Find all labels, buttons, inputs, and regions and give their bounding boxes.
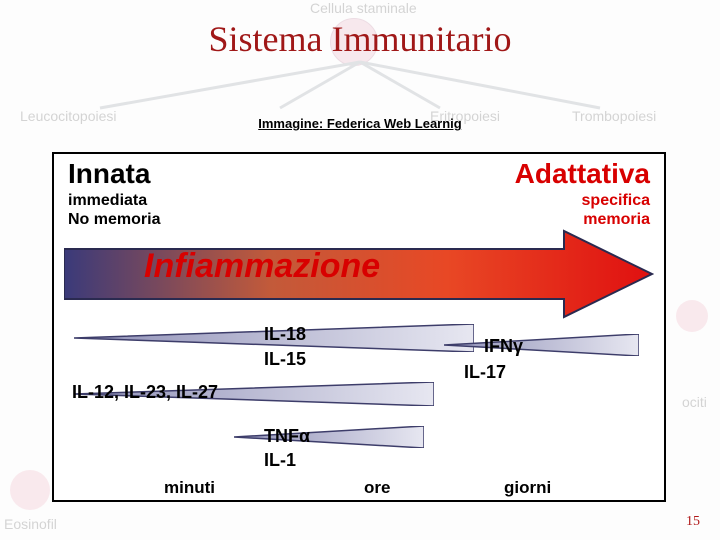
- cyto-il17: IL-17: [464, 362, 506, 383]
- adaptive-sub1: specifica: [582, 192, 650, 210]
- inflammation-label: Infiammazione: [144, 247, 380, 286]
- innate-sub2: No memoria: [68, 211, 160, 229]
- cyto-ifng: IFNγ: [484, 336, 523, 357]
- cyto-il15: IL-15: [264, 349, 306, 370]
- time-minuti: minuti: [164, 478, 215, 498]
- wedge-4: [234, 426, 424, 448]
- immune-diagram: Innata immediata No memoria Adattativa s…: [52, 152, 666, 502]
- innate-title: Innata: [68, 158, 150, 190]
- adaptive-title: Adattativa: [515, 158, 650, 190]
- cyto-il18: IL-18: [264, 324, 306, 345]
- page-number: 15: [686, 514, 700, 530]
- time-ore: ore: [364, 478, 390, 498]
- cyto-il1: IL-1: [264, 450, 296, 471]
- cyto-il12: IL-12, IL-23, IL-27: [72, 382, 218, 403]
- bg-bottom-left: Eosinofil: [4, 516, 57, 532]
- time-giorni: giorni: [504, 478, 551, 498]
- cyto-tnfa: TNFα: [264, 426, 310, 447]
- bg-side-cell: [676, 300, 708, 332]
- wedge-2: [444, 334, 639, 356]
- bg-top-label: Cellula staminale: [310, 0, 417, 16]
- bg-side-label: ociti: [682, 394, 707, 410]
- bg-eosinophil-cell: [10, 470, 50, 510]
- adaptive-sub2: memoria: [583, 211, 650, 229]
- image-caption: Immagine: Federica Web Learnig: [0, 116, 720, 131]
- slide-title: Sistema Immunitario: [0, 18, 720, 60]
- innate-sub1: immediata: [68, 192, 147, 210]
